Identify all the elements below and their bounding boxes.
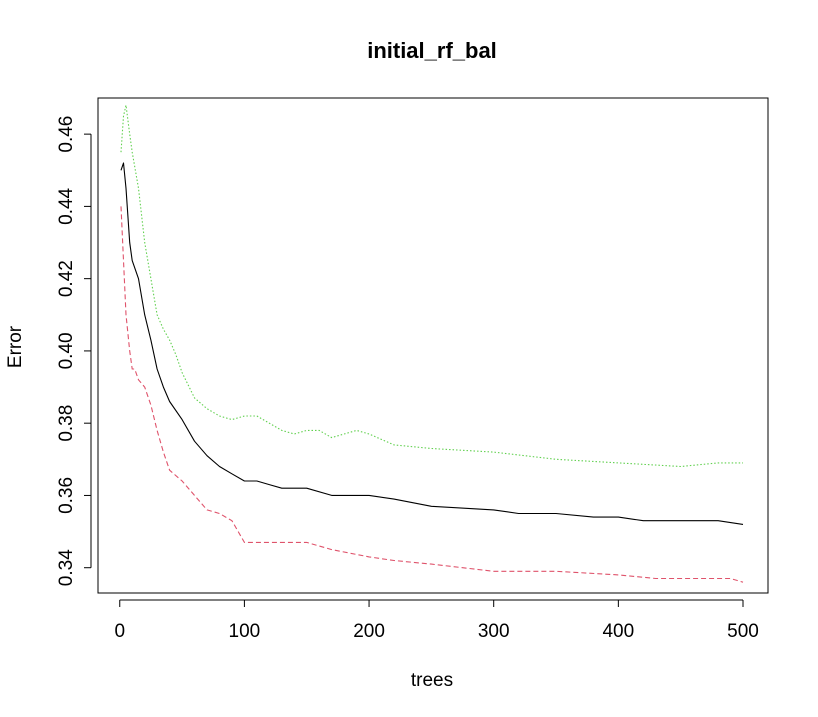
x-tick-label: 0 xyxy=(114,621,125,642)
y-tick-label: 0.46 xyxy=(56,116,77,153)
x-tick-label: 200 xyxy=(353,621,385,642)
chart-title: initial_rf_bal xyxy=(367,38,497,63)
y-tick-label: 0.44 xyxy=(56,187,77,224)
x-axis: 0 100 200 300 400 500 xyxy=(114,599,759,642)
y-tick-label: 0.40 xyxy=(56,332,77,369)
x-tick-label: 500 xyxy=(727,621,759,642)
series-line-class1 xyxy=(120,206,744,583)
y-tick-label: 0.42 xyxy=(56,260,77,297)
plot-frame xyxy=(97,97,769,594)
y-axis-label: Error xyxy=(5,325,26,368)
y-tick-label: 0.36 xyxy=(56,477,77,514)
x-tick-label: 400 xyxy=(602,621,634,642)
x-tick-label: 100 xyxy=(229,621,261,642)
y-tick-label: 0.34 xyxy=(56,549,77,586)
y-tick-label: 0.38 xyxy=(56,405,77,442)
y-axis: 0.34 0.36 0.38 0.40 0.42 0.44 0.46 xyxy=(56,116,92,586)
x-axis-label: trees xyxy=(411,670,453,691)
series-line-class2 xyxy=(120,104,743,468)
series-layer xyxy=(120,104,744,583)
x-tick-label: 300 xyxy=(478,621,510,642)
series-line-oob xyxy=(120,162,744,525)
